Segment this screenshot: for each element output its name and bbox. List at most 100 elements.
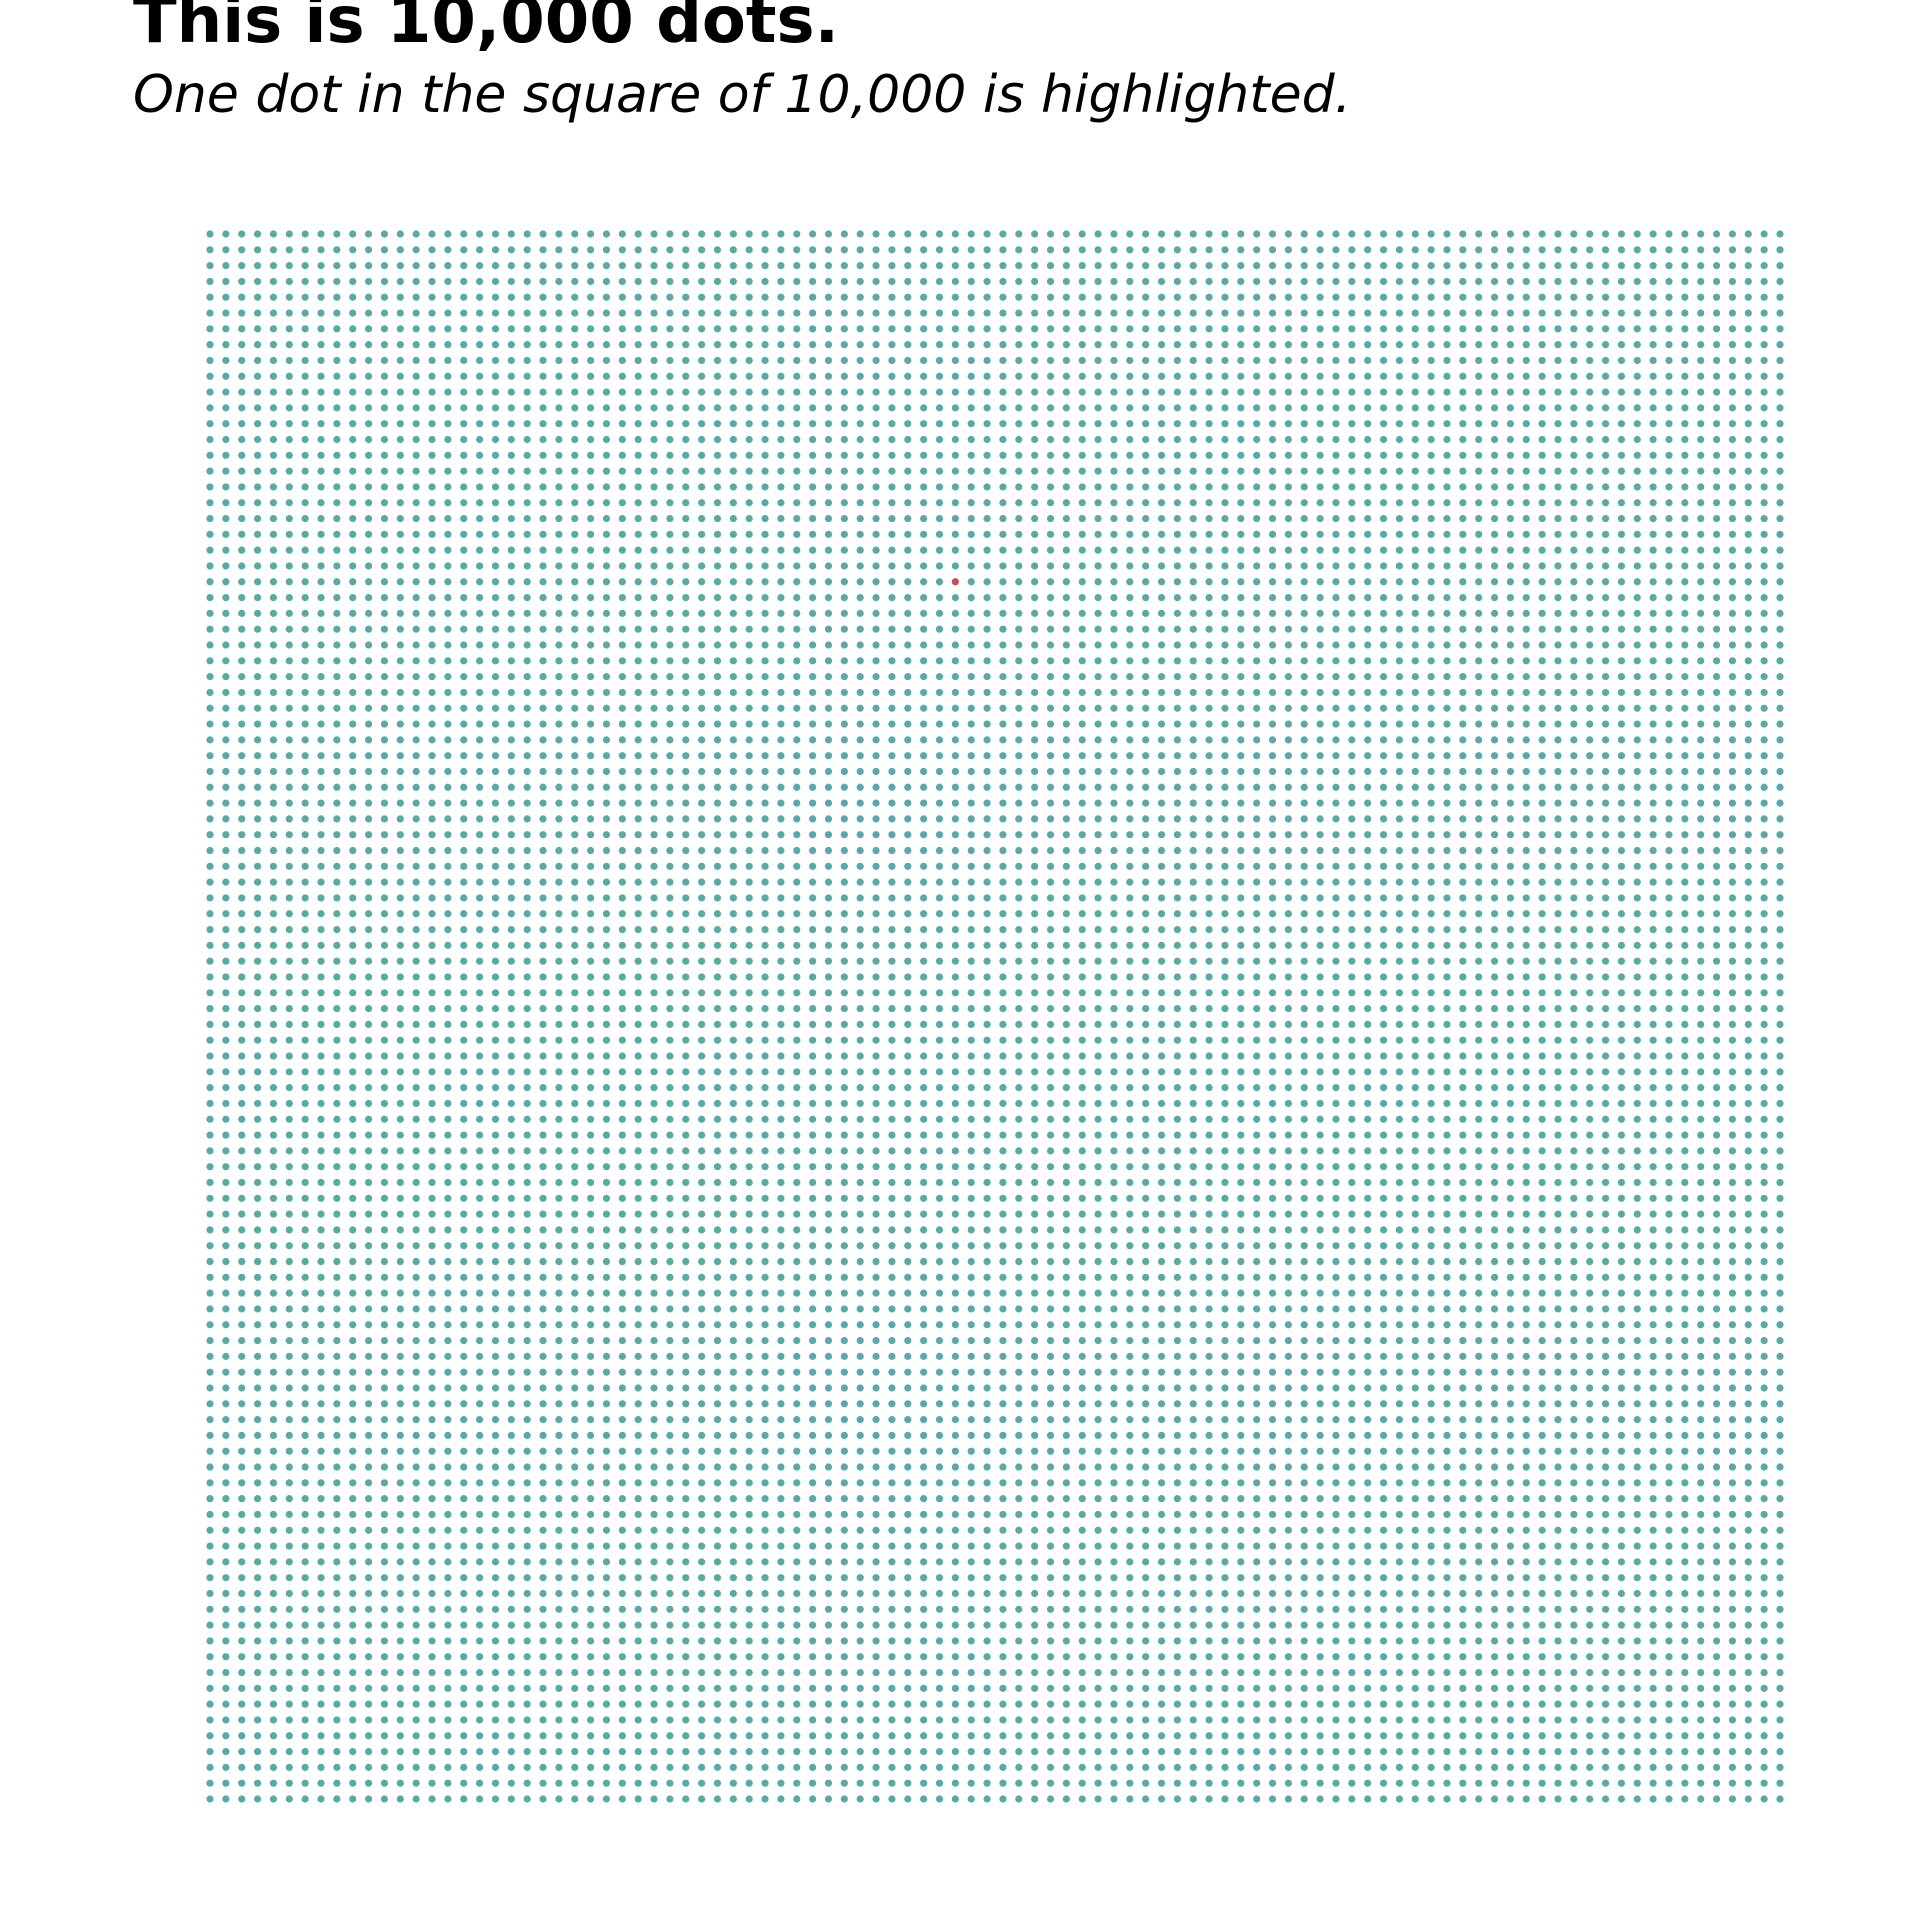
dot <box>999 499 1007 507</box>
dot <box>951 973 959 981</box>
dot <box>333 862 341 870</box>
dot <box>666 341 674 349</box>
dot <box>1348 925 1356 934</box>
dot <box>1205 815 1213 823</box>
dot <box>713 435 722 444</box>
dot <box>1427 925 1435 934</box>
dot <box>682 372 690 380</box>
dot <box>1586 625 1594 633</box>
dot <box>1601 293 1610 301</box>
dot <box>1284 957 1292 965</box>
dot <box>1268 530 1277 538</box>
dot <box>777 783 785 791</box>
dot <box>253 752 262 760</box>
dot <box>1570 309 1578 317</box>
dot <box>364 530 373 538</box>
dot <box>555 989 563 997</box>
dot <box>1681 831 1689 839</box>
dot <box>460 293 468 301</box>
dot <box>1173 673 1181 681</box>
dot <box>1665 989 1673 997</box>
dot <box>729 989 737 997</box>
dot <box>951 341 959 349</box>
dot <box>793 657 801 665</box>
dot <box>1649 435 1657 444</box>
dot <box>444 831 452 839</box>
dot <box>1586 799 1594 807</box>
dot <box>1776 467 1784 475</box>
dot <box>1681 957 1689 965</box>
dot <box>1617 530 1626 538</box>
dot <box>951 625 959 633</box>
dot <box>824 356 833 365</box>
dot <box>1712 688 1721 697</box>
dot <box>1300 230 1308 238</box>
dot <box>1760 894 1768 902</box>
dot <box>555 862 563 870</box>
dot <box>1268 673 1277 681</box>
dot <box>1459 578 1467 586</box>
dot <box>1300 894 1308 902</box>
dot <box>1744 989 1752 997</box>
dot <box>1554 831 1562 839</box>
dot <box>539 1005 547 1013</box>
dot <box>1617 910 1626 918</box>
dot <box>301 625 309 633</box>
dot <box>285 388 293 396</box>
dot <box>698 799 706 807</box>
dot <box>1776 514 1784 523</box>
dot <box>1443 609 1451 617</box>
dot <box>809 388 817 396</box>
dot <box>1142 262 1150 270</box>
dot <box>1031 514 1039 523</box>
dot <box>285 578 293 586</box>
dot <box>634 546 642 554</box>
dot <box>618 767 626 776</box>
dot <box>1189 404 1197 412</box>
dot <box>602 878 611 886</box>
dot <box>1744 767 1752 776</box>
dot <box>1475 657 1483 665</box>
dot <box>1459 625 1467 633</box>
dot <box>317 973 325 981</box>
dot <box>1205 451 1213 459</box>
dot <box>809 246 817 254</box>
dot <box>444 530 452 538</box>
dot <box>1427 767 1435 776</box>
dot <box>507 578 515 586</box>
dot <box>729 941 737 949</box>
dot <box>1744 799 1752 807</box>
dot <box>1665 404 1673 412</box>
dot <box>1316 593 1324 602</box>
dot <box>809 530 817 538</box>
dot <box>1760 831 1768 839</box>
dot <box>333 941 341 949</box>
dot <box>1395 815 1403 823</box>
dot <box>1205 625 1213 633</box>
dot <box>476 309 484 317</box>
dot <box>222 752 230 760</box>
dot <box>1744 467 1752 475</box>
dot <box>1744 435 1752 444</box>
dot <box>523 783 531 791</box>
dot <box>983 878 991 886</box>
dot <box>872 483 880 491</box>
dot <box>539 467 547 475</box>
dot <box>682 451 690 459</box>
dot <box>1046 388 1055 396</box>
dot <box>1046 293 1055 301</box>
dot <box>840 625 848 633</box>
dot <box>1078 293 1086 301</box>
dot <box>1094 799 1102 807</box>
dot <box>666 673 674 681</box>
dot <box>856 957 864 965</box>
dot <box>1364 499 1372 507</box>
dot <box>539 230 547 238</box>
dot <box>444 846 452 855</box>
dot <box>1094 593 1102 602</box>
dot <box>840 514 848 523</box>
dot <box>983 372 991 380</box>
dot <box>507 388 515 396</box>
dot <box>1364 641 1372 649</box>
dot <box>1316 309 1324 317</box>
